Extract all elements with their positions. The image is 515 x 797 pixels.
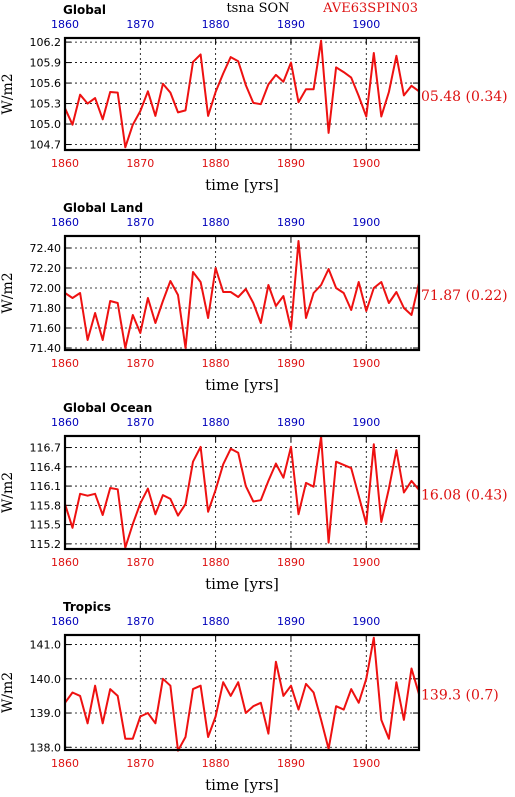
top-tick-label: 1870 bbox=[126, 615, 154, 628]
y-tick-label: 105.0 bbox=[30, 118, 62, 131]
x-tick-label: 1860 bbox=[51, 157, 79, 170]
x-tick-label: 1880 bbox=[202, 357, 230, 370]
y-tick-label: 106.2 bbox=[30, 36, 62, 49]
y-tick-label: 105.3 bbox=[30, 98, 62, 111]
x-tick-label: 1870 bbox=[126, 157, 154, 170]
plot-frame bbox=[63, 36, 421, 152]
series-line bbox=[64, 435, 420, 549]
stat-label: 71.87 (0.22) bbox=[421, 288, 508, 304]
x-tick-label: 1890 bbox=[277, 757, 305, 770]
x-tick-label: 1880 bbox=[202, 757, 230, 770]
y-axis-label: W/m2 bbox=[0, 73, 16, 114]
y-axis-label: W/m2 bbox=[0, 672, 16, 713]
x-tick-label: 1900 bbox=[352, 757, 380, 770]
x-tick-label: 1860 bbox=[51, 556, 79, 569]
y-tick-label: 115.5 bbox=[30, 519, 62, 532]
y-tick-label: 116.7 bbox=[30, 442, 62, 455]
top-tick-label: 1890 bbox=[277, 615, 305, 628]
y-tick-label: 72.20 bbox=[30, 262, 62, 275]
top-tick-label: 1900 bbox=[352, 615, 380, 628]
top-tick-label: 1860 bbox=[51, 416, 79, 429]
header-right-title: AVE63SPIN03 bbox=[322, 1, 418, 16]
y-tick-label: 138.0 bbox=[30, 741, 62, 754]
top-tick-label: 1890 bbox=[277, 18, 305, 31]
top-tick-label: 1890 bbox=[277, 416, 305, 429]
y-tick-label: 71.80 bbox=[30, 302, 62, 315]
stat-label: 139.3 (0.7) bbox=[421, 688, 499, 704]
x-tick-label: 1870 bbox=[126, 556, 154, 569]
y-tick-label: 141.0 bbox=[30, 639, 62, 652]
x-tick-label: 1870 bbox=[126, 357, 154, 370]
series-line bbox=[64, 636, 420, 752]
x-tick-label: 1870 bbox=[126, 757, 154, 770]
y-tick-label: 71.60 bbox=[30, 322, 62, 335]
stat-label: 05.48 (0.34) bbox=[421, 89, 508, 105]
x-tick-label: 1880 bbox=[202, 556, 230, 569]
panel-title: Tropics bbox=[63, 600, 111, 614]
top-tick-label: 1860 bbox=[51, 615, 79, 628]
y-axis-label: W/m2 bbox=[0, 272, 16, 313]
y-tick-label: 115.8 bbox=[30, 499, 62, 512]
top-tick-label: 1900 bbox=[352, 18, 380, 31]
x-axis-label: time [yrs] bbox=[205, 176, 279, 194]
y-tick-label: 105.9 bbox=[30, 57, 62, 70]
y-tick-label: 71.40 bbox=[30, 342, 62, 355]
top-tick-label: 1880 bbox=[202, 615, 230, 628]
top-tick-label: 1900 bbox=[352, 416, 380, 429]
y-axis-label: W/m2 bbox=[0, 472, 16, 513]
panel-title: Global Land bbox=[63, 201, 143, 215]
panel-title: Global bbox=[63, 3, 106, 17]
x-tick-label: 1900 bbox=[352, 556, 380, 569]
x-tick-label: 1890 bbox=[277, 157, 305, 170]
x-tick-label: 1860 bbox=[51, 357, 79, 370]
x-tick-label: 1900 bbox=[352, 357, 380, 370]
top-tick-label: 1900 bbox=[352, 216, 380, 229]
y-tick-label: 72.00 bbox=[30, 282, 62, 295]
x-tick-label: 1860 bbox=[51, 757, 79, 770]
y-tick-label: 115.2 bbox=[30, 538, 62, 551]
x-axis-label: time [yrs] bbox=[205, 376, 279, 394]
plot-frame bbox=[63, 434, 421, 551]
panel-title: Global Ocean bbox=[63, 401, 152, 415]
x-tick-label: 1900 bbox=[352, 157, 380, 170]
series-line bbox=[64, 39, 420, 149]
header-center-title: tsna SON bbox=[226, 1, 289, 16]
y-tick-label: 140.0 bbox=[30, 673, 62, 686]
x-axis-label: time [yrs] bbox=[205, 776, 279, 794]
top-tick-label: 1870 bbox=[126, 18, 154, 31]
top-tick-label: 1880 bbox=[202, 18, 230, 31]
top-tick-label: 1860 bbox=[51, 216, 79, 229]
top-tick-label: 1860 bbox=[51, 18, 79, 31]
x-tick-label: 1880 bbox=[202, 157, 230, 170]
top-tick-label: 1890 bbox=[277, 216, 305, 229]
y-tick-label: 105.6 bbox=[30, 77, 62, 90]
top-tick-label: 1870 bbox=[126, 416, 154, 429]
x-tick-label: 1890 bbox=[277, 556, 305, 569]
y-tick-label: 104.7 bbox=[30, 139, 62, 152]
y-tick-label: 116.4 bbox=[30, 461, 62, 474]
y-tick-label: 116.1 bbox=[30, 480, 62, 493]
plot-frame bbox=[63, 234, 421, 352]
stat-label: 16.08 (0.43) bbox=[421, 488, 508, 504]
top-tick-label: 1880 bbox=[202, 216, 230, 229]
top-tick-label: 1880 bbox=[202, 416, 230, 429]
y-tick-label: 72.40 bbox=[30, 242, 62, 255]
plot-frame bbox=[63, 633, 421, 752]
x-tick-label: 1890 bbox=[277, 357, 305, 370]
y-tick-label: 139.0 bbox=[30, 707, 62, 720]
x-axis-label: time [yrs] bbox=[205, 575, 279, 593]
top-tick-label: 1870 bbox=[126, 216, 154, 229]
series-line bbox=[64, 240, 420, 349]
